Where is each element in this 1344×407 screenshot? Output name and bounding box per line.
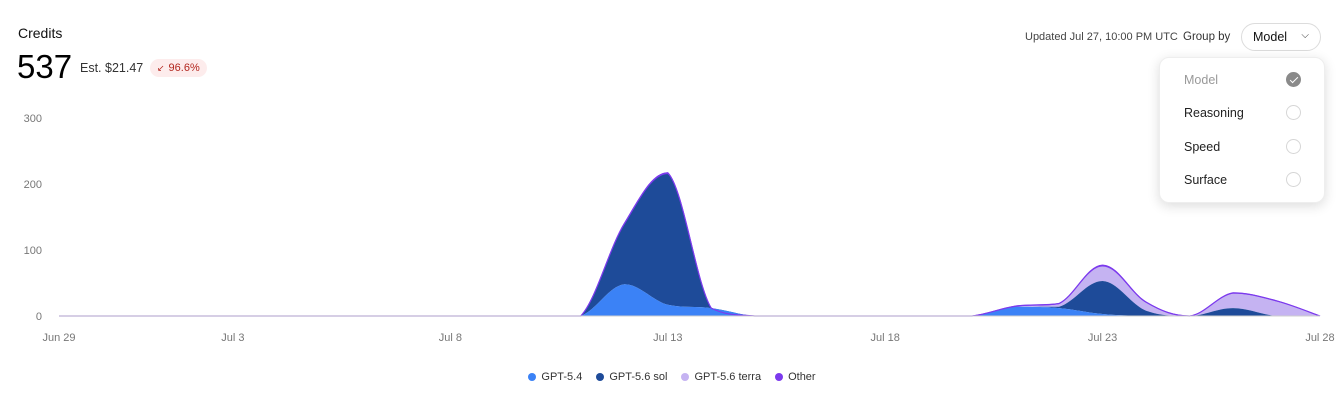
- menu-option-surface[interactable]: Surface: [1160, 163, 1326, 196]
- y-tick-label: 0: [36, 311, 42, 323]
- legend-swatch: [775, 373, 784, 381]
- x-tick-label: Jun 29: [42, 332, 75, 344]
- estimated-cost: Est. $21.47: [80, 61, 144, 75]
- chart-legend: GPT-5.4 GPT-5.6 sol GPT-5.6 terra Other: [0, 371, 1344, 383]
- y-tick-label: 100: [24, 245, 42, 257]
- chevron-down-icon: ⌵: [1301, 30, 1309, 41]
- menu-option-label: Surface: [1184, 172, 1228, 187]
- menu-option-model[interactable]: Model: [1160, 63, 1326, 96]
- menu-option-label: Speed: [1184, 139, 1221, 154]
- y-tick-label: 300: [24, 113, 42, 125]
- x-tick-label: Jul 18: [870, 332, 899, 344]
- radio-circle-icon: [1286, 105, 1301, 120]
- legend-label: GPT-5.6 terra: [694, 371, 762, 383]
- x-tick-label: Jul 23: [1088, 332, 1117, 344]
- legend-item-other[interactable]: Other: [775, 371, 816, 383]
- legend-item-gpt-5-6-sol[interactable]: GPT-5.6 sol: [596, 371, 667, 383]
- area-series-gpt-5-4: [59, 284, 1320, 316]
- page-title: Credits: [18, 25, 63, 41]
- y-tick-label: 200: [24, 179, 42, 191]
- group-by-select[interactable]: Model ⌵: [1241, 23, 1321, 51]
- legend-item-gpt-5-6-terra[interactable]: GPT-5.6 terra: [681, 371, 761, 383]
- x-tick-label: Jul 8: [439, 332, 462, 344]
- group-by-label: Group by: [1183, 31, 1231, 43]
- legend-label: GPT-5.4: [541, 371, 583, 383]
- updated-timestamp: Updated Jul 27, 10:00 PM UTC: [1025, 31, 1178, 43]
- menu-option-speed[interactable]: Speed: [1160, 130, 1326, 163]
- legend-swatch: [681, 373, 690, 381]
- check-circle-icon: [1286, 72, 1301, 87]
- group-by-value: Model: [1253, 30, 1288, 44]
- x-tick-label: Jul 3: [221, 332, 244, 344]
- arrow-down-left-icon: ↙: [157, 63, 165, 73]
- x-tick-label: Jul 28: [1305, 332, 1334, 344]
- area-series-gpt-5-6-sol: [59, 174, 1320, 316]
- radio-circle-icon: [1286, 172, 1301, 187]
- group-by-dropdown-menu: Model Reasoning Speed Surface: [1159, 57, 1325, 203]
- menu-option-reasoning[interactable]: Reasoning: [1160, 96, 1326, 129]
- legend-label: GPT-5.6 sol: [609, 371, 668, 383]
- x-tick-label: Jul 13: [653, 332, 682, 344]
- change-value: 96.6%: [168, 62, 200, 74]
- menu-option-label: Reasoning: [1184, 105, 1244, 120]
- radio-circle-icon: [1286, 139, 1301, 154]
- credits-total: 537: [17, 48, 73, 85]
- change-badge: ↙ 96.6%: [150, 59, 207, 77]
- legend-swatch: [528, 373, 537, 381]
- menu-option-label: Model: [1184, 72, 1219, 87]
- legend-swatch: [596, 373, 605, 381]
- legend-label: Other: [788, 371, 816, 383]
- legend-item-gpt-5-4[interactable]: GPT-5.4: [528, 371, 582, 383]
- credits-area-chart: 0 100 200 300 Jun 29 Jul 3 Jul 8 Jul 13 Jul 18 Ju…: [24, 113, 1335, 344]
